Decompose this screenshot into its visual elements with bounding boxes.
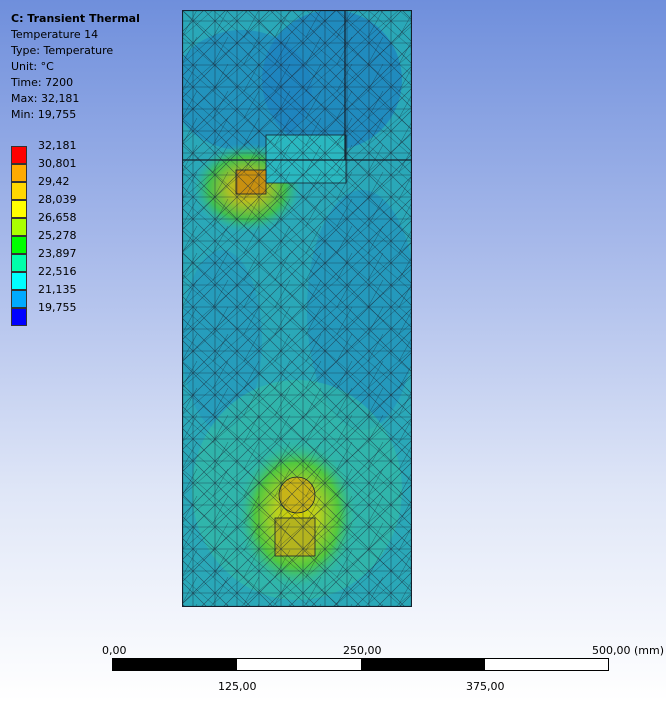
legend-swatch	[11, 200, 27, 218]
legend-swatch	[11, 254, 27, 272]
legend-label[interactable]: 22,516	[38, 265, 77, 278]
legend-label[interactable]: 30,801	[38, 157, 77, 170]
legend-swatch	[11, 218, 27, 236]
scale-bar-graphic	[112, 658, 609, 671]
scale-label-500: 500,00 (mm)	[592, 644, 664, 657]
result-unit: Unit: °C	[11, 60, 54, 73]
legend-label[interactable]: 32,181	[38, 139, 77, 152]
legend-swatch	[11, 290, 27, 308]
legend-swatch	[11, 308, 27, 326]
legend-label[interactable]: 28,039	[38, 193, 77, 206]
legend-label[interactable]: 19,755	[38, 301, 77, 314]
result-info-panel: C: Transient Thermal Temperature 14 Type…	[11, 11, 140, 123]
legend-swatch	[11, 182, 27, 200]
legend-label[interactable]: 29,42	[38, 175, 70, 188]
legend-label[interactable]: 21,135	[38, 283, 77, 296]
legend-label[interactable]: 23,897	[38, 247, 77, 260]
scale-label-375: 375,00	[466, 680, 505, 693]
legend-label[interactable]: 26,658	[38, 211, 77, 224]
result-name: Temperature 14	[11, 28, 99, 41]
result-type: Type: Temperature	[11, 44, 114, 57]
scale-segment	[361, 659, 485, 670]
temperature-contour-plot[interactable]	[182, 10, 412, 607]
mesh-overlay-secondary	[182, 10, 412, 607]
scale-bar: 0,00 250,00 500,00 (mm) 125,00 375,00	[100, 640, 666, 700]
legend-swatch	[11, 236, 27, 254]
result-max: Max: 32,181	[11, 92, 80, 105]
analysis-title: C: Transient Thermal	[11, 12, 140, 25]
legend-swatch	[11, 146, 27, 164]
legend-swatch	[11, 164, 27, 182]
result-min: Min: 19,755	[11, 108, 77, 121]
scale-label-125: 125,00	[218, 680, 257, 693]
legend-swatch	[11, 272, 27, 290]
legend-label[interactable]: 25,278	[38, 229, 77, 242]
scale-segment	[113, 659, 237, 670]
result-time: Time: 7200	[11, 76, 74, 89]
scale-label-250: 250,00	[343, 644, 382, 657]
scale-label-0: 0,00	[102, 644, 127, 657]
model-outline	[182, 10, 412, 607]
